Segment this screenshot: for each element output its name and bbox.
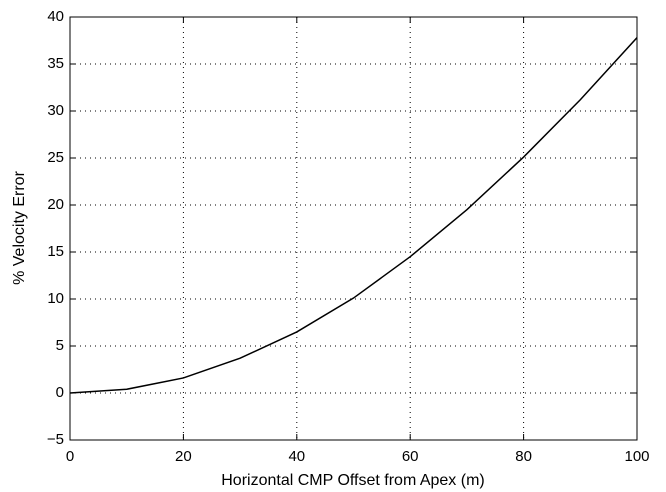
y-tick-label: 0 bbox=[56, 384, 64, 401]
x-tick-label: 40 bbox=[288, 448, 305, 465]
y-tick-label: 25 bbox=[47, 149, 64, 166]
y-tick-label: 30 bbox=[47, 102, 64, 119]
x-tick-label: 100 bbox=[624, 448, 649, 465]
y-tick-label: 15 bbox=[47, 243, 64, 260]
y-tick-label: −5 bbox=[47, 431, 64, 448]
y-tick-label: 5 bbox=[56, 337, 64, 354]
y-axis-label: % Velocity Error bbox=[11, 170, 28, 284]
y-tick-label: 35 bbox=[47, 55, 64, 72]
data-line bbox=[69, 37, 638, 394]
x-tick-label: 0 bbox=[66, 448, 74, 465]
y-tick-label: 40 bbox=[47, 8, 64, 25]
plot-frame bbox=[69, 16, 638, 441]
x-tick-label: 80 bbox=[515, 448, 532, 465]
x-tick-label: 60 bbox=[402, 448, 419, 465]
y-tick-label: 20 bbox=[47, 196, 64, 213]
x-axis-label: Horizontal CMP Offset from Apex (m) bbox=[221, 472, 484, 489]
y-tick-label: 10 bbox=[47, 290, 64, 307]
x-tick-label: 20 bbox=[175, 448, 192, 465]
